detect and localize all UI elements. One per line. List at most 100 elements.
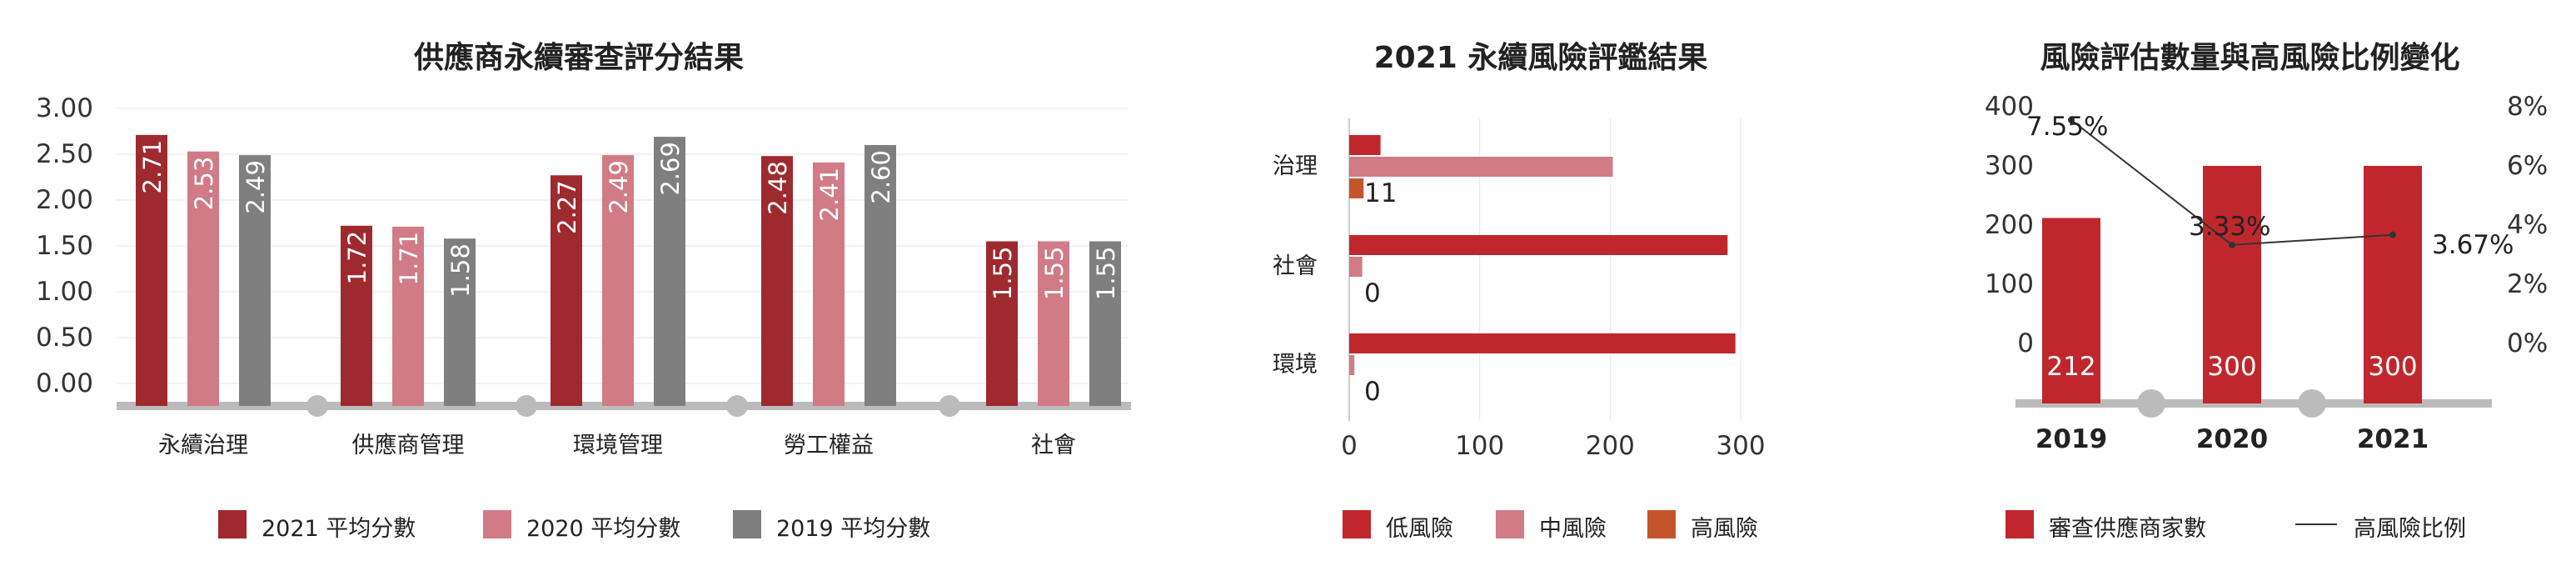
data-label: 2.27 — [553, 180, 581, 234]
data-label: 11 — [1364, 178, 1397, 208]
data-label: 300 — [2368, 352, 2417, 382]
x-tick-label: 2020 — [2196, 424, 2268, 454]
data-label: 1.55 — [989, 247, 1017, 301]
y-tick-label: 3.00 — [36, 93, 93, 123]
y-tick-label: 0.00 — [36, 368, 93, 398]
y-tick-label-left: 300 — [1985, 151, 2034, 181]
bar — [813, 162, 845, 406]
data-label: 2.53 — [190, 157, 218, 211]
legend-swatch — [483, 510, 511, 538]
data-label: 212 — [2046, 352, 2095, 382]
y-tick-label-right: 2% — [2507, 269, 2548, 299]
bar — [1349, 135, 1381, 155]
bar — [1349, 235, 1728, 255]
data-label: 0 — [1364, 278, 1381, 308]
chart-title: 2021 永續風險評鑑結果 — [1373, 41, 1708, 75]
chart-panel-risk-trend: 風險評估數量與高風險比例變化 400 300 200 100 0 8% 6% 4% 2% 0% 21… — [1924, 0, 2576, 561]
chart-legend: 審查供應商家數 高風險比例 — [1924, 508, 2576, 542]
x-tick-label: 2019 — [2035, 424, 2107, 454]
data-label: 2.48 — [764, 161, 792, 215]
bar — [341, 225, 372, 406]
axis-separator-dot — [516, 395, 537, 417]
data-label: 2.71 — [138, 140, 167, 194]
bar — [1349, 333, 1736, 353]
y-tick-label: 1.50 — [36, 231, 93, 261]
line-point — [2389, 231, 2396, 238]
y-tick-label-right: 4% — [2507, 210, 2548, 240]
y-tick-label: 治理 — [1273, 153, 1318, 179]
y-tick-label: 0.50 — [36, 323, 93, 353]
x-tick-label: 2021 — [2357, 424, 2429, 454]
data-label: 1.55 — [1040, 247, 1069, 301]
bar — [2203, 166, 2261, 403]
y-tick-label: 2.50 — [36, 139, 93, 169]
data-label: 1.58 — [446, 243, 475, 298]
data-label: 2.49 — [242, 160, 270, 214]
y-tick-label-left: 0 — [2017, 328, 2034, 358]
bar — [1038, 241, 1069, 406]
data-label: 1.72 — [343, 231, 371, 285]
y-tick-label-left: 100 — [1985, 269, 2034, 299]
bar — [187, 151, 219, 406]
legend-swatch — [218, 510, 247, 538]
axis-separator-dot — [2298, 389, 2326, 418]
bar — [602, 155, 634, 406]
bar — [1349, 178, 1364, 198]
bar — [1089, 241, 1121, 406]
legend-label: 2021 平均分數 — [262, 516, 416, 542]
chart-panel-supplier-scores: 供應商永續審查評分結果 3.00 2.50 2.00 1.50 1.00 0.50 0.00… — [0, 0, 1158, 561]
chart-plot: 400 300 200 100 0 8% 6% 4% 2% 0% 212 2019 300 2020 300… — [1985, 92, 2548, 454]
y-tick-label: 社會 — [1273, 253, 1318, 279]
y-tick-label: 環境 — [1273, 352, 1318, 378]
data-label: 1.55 — [1092, 247, 1120, 301]
y-tick-label-right: 8% — [2507, 92, 2548, 122]
bar — [1349, 157, 1613, 177]
legend-swatch — [1496, 510, 1524, 538]
y-tick-label-left: 400 — [1985, 92, 2034, 122]
bar — [1349, 355, 1355, 375]
line-data-label: 3.67% — [2432, 230, 2514, 260]
data-label: 2.69 — [656, 142, 685, 196]
x-tick-label: 永續治理 — [158, 433, 248, 458]
data-label: 300 — [2207, 352, 2256, 382]
legend-label: 中風險 — [1539, 516, 1607, 542]
bar — [761, 156, 793, 406]
chart-plot: 0 100 200 300 治理 11 社會 0 環境 0 — [1273, 118, 1766, 461]
axis-separator-dot — [306, 395, 328, 417]
bar — [551, 175, 582, 407]
bar — [2042, 218, 2100, 403]
axis-separator-dot — [939, 395, 960, 417]
bar — [2364, 166, 2422, 403]
bar — [1349, 257, 1363, 277]
axis-separator-dot — [2137, 389, 2165, 418]
legend-label: 低風險 — [1386, 516, 1453, 542]
x-tick-label: 勞工權益 — [784, 433, 874, 458]
y-tick-label: 2.00 — [36, 185, 93, 215]
legend-label: 2020 平均分數 — [526, 516, 681, 542]
data-label: 2.49 — [605, 160, 633, 214]
y-tick-label-left: 200 — [1985, 210, 2034, 240]
y-tick-label: 1.00 — [36, 277, 93, 307]
x-tick-label: 100 — [1455, 431, 1504, 461]
chart-title: 供應商永續審查評分結果 — [413, 41, 744, 75]
chart-plot: 3.00 2.50 2.00 1.50 1.00 0.50 0.00 2.71 2.53 2.49… — [36, 93, 1131, 458]
legend-label: 高風險 — [1691, 516, 1758, 542]
line-data-label: 3.33% — [2189, 212, 2270, 242]
line-point — [2229, 241, 2235, 248]
line-data-label: 7.55% — [2026, 112, 2108, 142]
bar — [392, 226, 424, 406]
data-label: 2.41 — [815, 168, 844, 222]
chart-legend: 低風險 中風險 高風險 — [1158, 508, 1924, 542]
chart-legend: 2021 平均分數 2020 平均分數 2019 平均分數 — [0, 508, 1158, 542]
legend-swatch — [1343, 510, 1371, 538]
x-tick-label: 0 — [1341, 431, 1358, 461]
bar — [239, 155, 271, 406]
y-tick-label-right: 6% — [2507, 151, 2548, 181]
data-label: 1.71 — [395, 232, 423, 286]
data-label: 0 — [1364, 377, 1381, 407]
chart-title: 風險評估數量與高風險比例變化 — [2040, 41, 2460, 75]
legend-line — [2295, 523, 2337, 525]
x-tick-label: 200 — [1586, 431, 1635, 461]
chart-panel-risk-assessment: 2021 永續風險評鑑結果 0 100 200 300 治理 11 社會 0 環境 0 低風險 中… — [1158, 0, 1924, 561]
legend-label: 2019 平均分數 — [776, 516, 931, 542]
